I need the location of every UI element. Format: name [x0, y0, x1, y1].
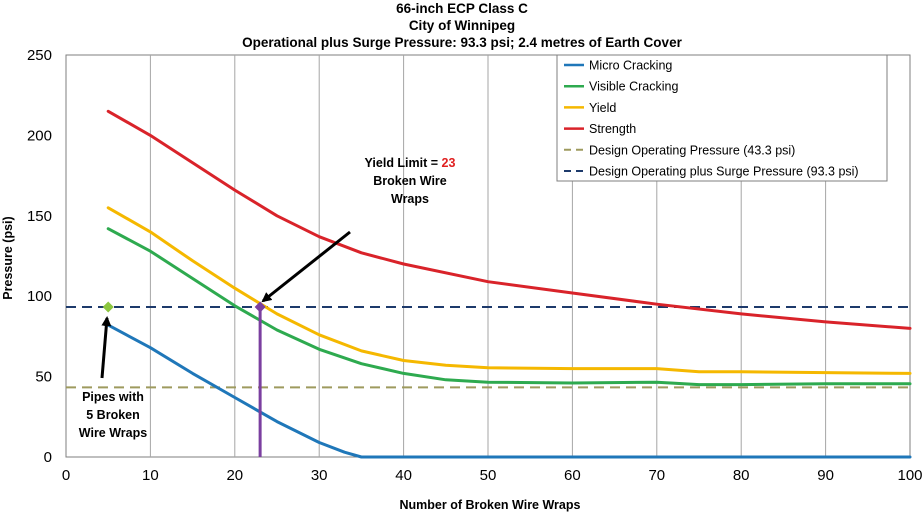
yield-limit-line-1: Yield Limit = 23	[365, 156, 456, 170]
series-yield	[106, 206, 912, 375]
legend-label-design-operating-pressure-43-3-psi: Design Operating Pressure (43.3 psi)	[589, 143, 795, 157]
x-tick-label: 60	[564, 467, 581, 484]
x-tick-label: 100	[897, 467, 922, 484]
yield-limit-line-3: Wraps	[391, 192, 429, 206]
y-tick-label: 0	[44, 449, 52, 466]
yield-limit-annotation: Yield Limit = 23 Broken Wire Wraps	[261, 156, 456, 303]
reference-lines	[66, 306, 910, 389]
legend: Micro Cracking Visible Cracking Yield Stren…	[556, 54, 888, 182]
yield-limit-arrow	[261, 230, 351, 303]
legend-label-design-operating-plus-surge-pressure-93-3-psi: Design Operating plus Surge Pressure (93…	[589, 165, 859, 179]
series-strength	[106, 109, 912, 330]
series-micro-cracking	[106, 323, 912, 459]
legend-box	[556, 54, 888, 182]
legend-label-yield: Yield	[589, 101, 616, 115]
series-visible-cracking	[106, 227, 912, 387]
x-tick-label: 70	[648, 467, 665, 484]
x-tick-label: 80	[733, 467, 750, 484]
pipes-annotation: Pipes with 5 Broken Wire Wraps	[79, 316, 147, 440]
series-lines	[106, 109, 912, 459]
x-tick-label: 40	[395, 467, 412, 484]
chart-title: 66-inch ECP Class C City of Winnipeg Ope…	[242, 1, 682, 50]
x-axis-ticks: 0 10 20 30 40 50 60 70 80 90 100	[62, 467, 923, 484]
yield-limit-prefix: Yield Limit =	[365, 156, 442, 170]
marker-yield-limit	[254, 301, 266, 313]
title-line-1: 66-inch ECP Class C	[396, 1, 528, 16]
x-axis-label: Number of Broken Wire Wraps	[400, 498, 581, 512]
legend-items: Micro Cracking Visible Cracking Yield Stren…	[564, 59, 859, 179]
y-tick-label: 50	[35, 369, 52, 386]
legend-label-strength: Strength	[589, 122, 636, 136]
y-tick-label: 200	[27, 127, 52, 144]
y-tick-label: 100	[27, 288, 52, 305]
pipes-line-1: Pipes with	[82, 390, 144, 404]
legend-label-visible-cracking: Visible Cracking	[589, 80, 678, 94]
y-tick-label: 150	[27, 208, 52, 225]
x-tick-label: 0	[62, 467, 70, 484]
x-tick-label: 10	[142, 467, 159, 484]
markers	[102, 301, 266, 313]
legend-label-micro-cracking: Micro Cracking	[589, 59, 672, 73]
pipes-line-3: Wire Wraps	[79, 426, 147, 440]
y-axis-label: Pressure (psi)	[1, 216, 15, 299]
pipes-arrow	[100, 316, 112, 379]
x-tick-label: 50	[480, 467, 497, 484]
y-axis-ticks: 0 50 100 150 200 250	[27, 47, 52, 466]
yield-limit-line-2: Broken Wire	[373, 174, 447, 188]
x-tick-label: 30	[311, 467, 328, 484]
title-line-3: Operational plus Surge Pressure: 93.3 ps…	[242, 35, 682, 50]
title-line-2: City of Winnipeg	[409, 18, 515, 33]
x-tick-label: 20	[226, 467, 243, 484]
yield-limit-value: 23	[442, 156, 456, 170]
pipes-line-2: 5 Broken	[86, 408, 140, 422]
y-tick-label: 250	[27, 47, 52, 64]
x-tick-label: 90	[817, 467, 834, 484]
marker-pipes-with-5-broken-wire-wraps	[102, 301, 114, 313]
